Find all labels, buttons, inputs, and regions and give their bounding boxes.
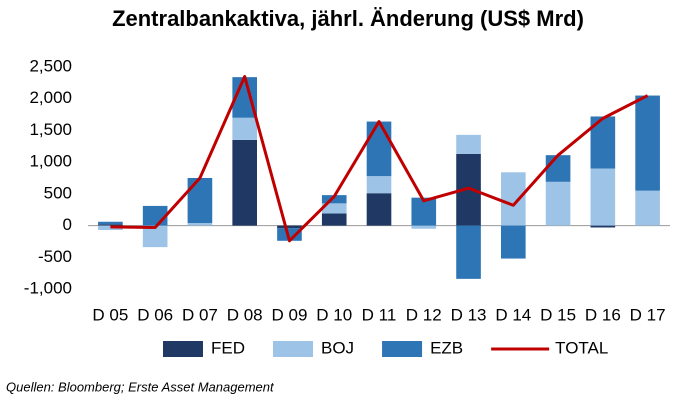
y-tick-label: 2,000 xyxy=(29,88,72,107)
y-tick-label: 500 xyxy=(44,183,72,202)
bar-segment xyxy=(277,228,302,241)
x-tick-label: D 11 xyxy=(362,305,397,324)
bar-segment xyxy=(321,203,347,214)
bar-segment xyxy=(321,213,347,226)
bar-segment xyxy=(500,225,526,259)
legend-label: FED xyxy=(211,338,245,357)
y-tick-label: 2,500 xyxy=(29,56,72,75)
bar-segment xyxy=(635,95,660,191)
bar-segment xyxy=(590,168,616,226)
legend-swatch xyxy=(273,341,313,357)
bar-segment xyxy=(321,195,347,204)
x-tick-label: D 09 xyxy=(272,305,308,324)
bar-segment xyxy=(590,225,616,228)
x-tick-label: D 10 xyxy=(316,305,352,324)
x-tick-label: D 06 xyxy=(137,305,173,324)
bar-segment xyxy=(635,190,660,226)
legend-label: TOTAL xyxy=(555,338,608,357)
bar-segment xyxy=(187,178,213,224)
y-tick-label: 1,000 xyxy=(29,152,72,171)
legend-swatch xyxy=(382,341,423,357)
bar-segment xyxy=(500,172,526,226)
chart-title: Zentralbankaktiva, jährl. Änderung (US$ … xyxy=(112,6,584,31)
source-note: Quellen: Bloomberg; Erste Asset Manageme… xyxy=(6,379,275,394)
x-tick-label: D 05 xyxy=(92,305,128,324)
legend-label: BOJ xyxy=(321,338,354,357)
bar-segment xyxy=(232,139,258,226)
bar-segment xyxy=(366,193,392,226)
bar-segment xyxy=(366,121,392,177)
x-tick-label: D 16 xyxy=(585,305,621,324)
legend-swatch xyxy=(163,341,203,357)
x-tick-label: D 15 xyxy=(540,305,576,324)
total-line xyxy=(110,75,649,243)
x-tick-label: D 13 xyxy=(451,305,487,324)
y-tick-label: 1,500 xyxy=(29,120,72,139)
bar-segment xyxy=(545,155,571,182)
legend-label: EZB xyxy=(430,338,463,357)
y-tick-label: -500 xyxy=(38,247,72,266)
bar-segment xyxy=(366,176,392,194)
bar-segment xyxy=(98,224,123,226)
x-tick-label: D 12 xyxy=(406,305,442,324)
x-tick-label: D 14 xyxy=(495,305,531,324)
x-tick-label: D 08 xyxy=(227,305,263,324)
x-tick-label: D 07 xyxy=(182,305,218,324)
y-tick-label: -1,000 xyxy=(24,278,72,297)
bar-segment xyxy=(456,225,481,279)
bar-segment xyxy=(456,134,481,154)
bar-segment xyxy=(411,225,437,229)
y-tick-label: 0 xyxy=(63,215,72,234)
bar-segment xyxy=(98,221,123,225)
x-tick-label: D 17 xyxy=(630,305,666,324)
bar-segment xyxy=(187,223,213,226)
bar-segment xyxy=(545,181,571,226)
bar-segment xyxy=(142,225,168,248)
bar-segment xyxy=(277,225,302,229)
bar-segment xyxy=(232,117,258,140)
